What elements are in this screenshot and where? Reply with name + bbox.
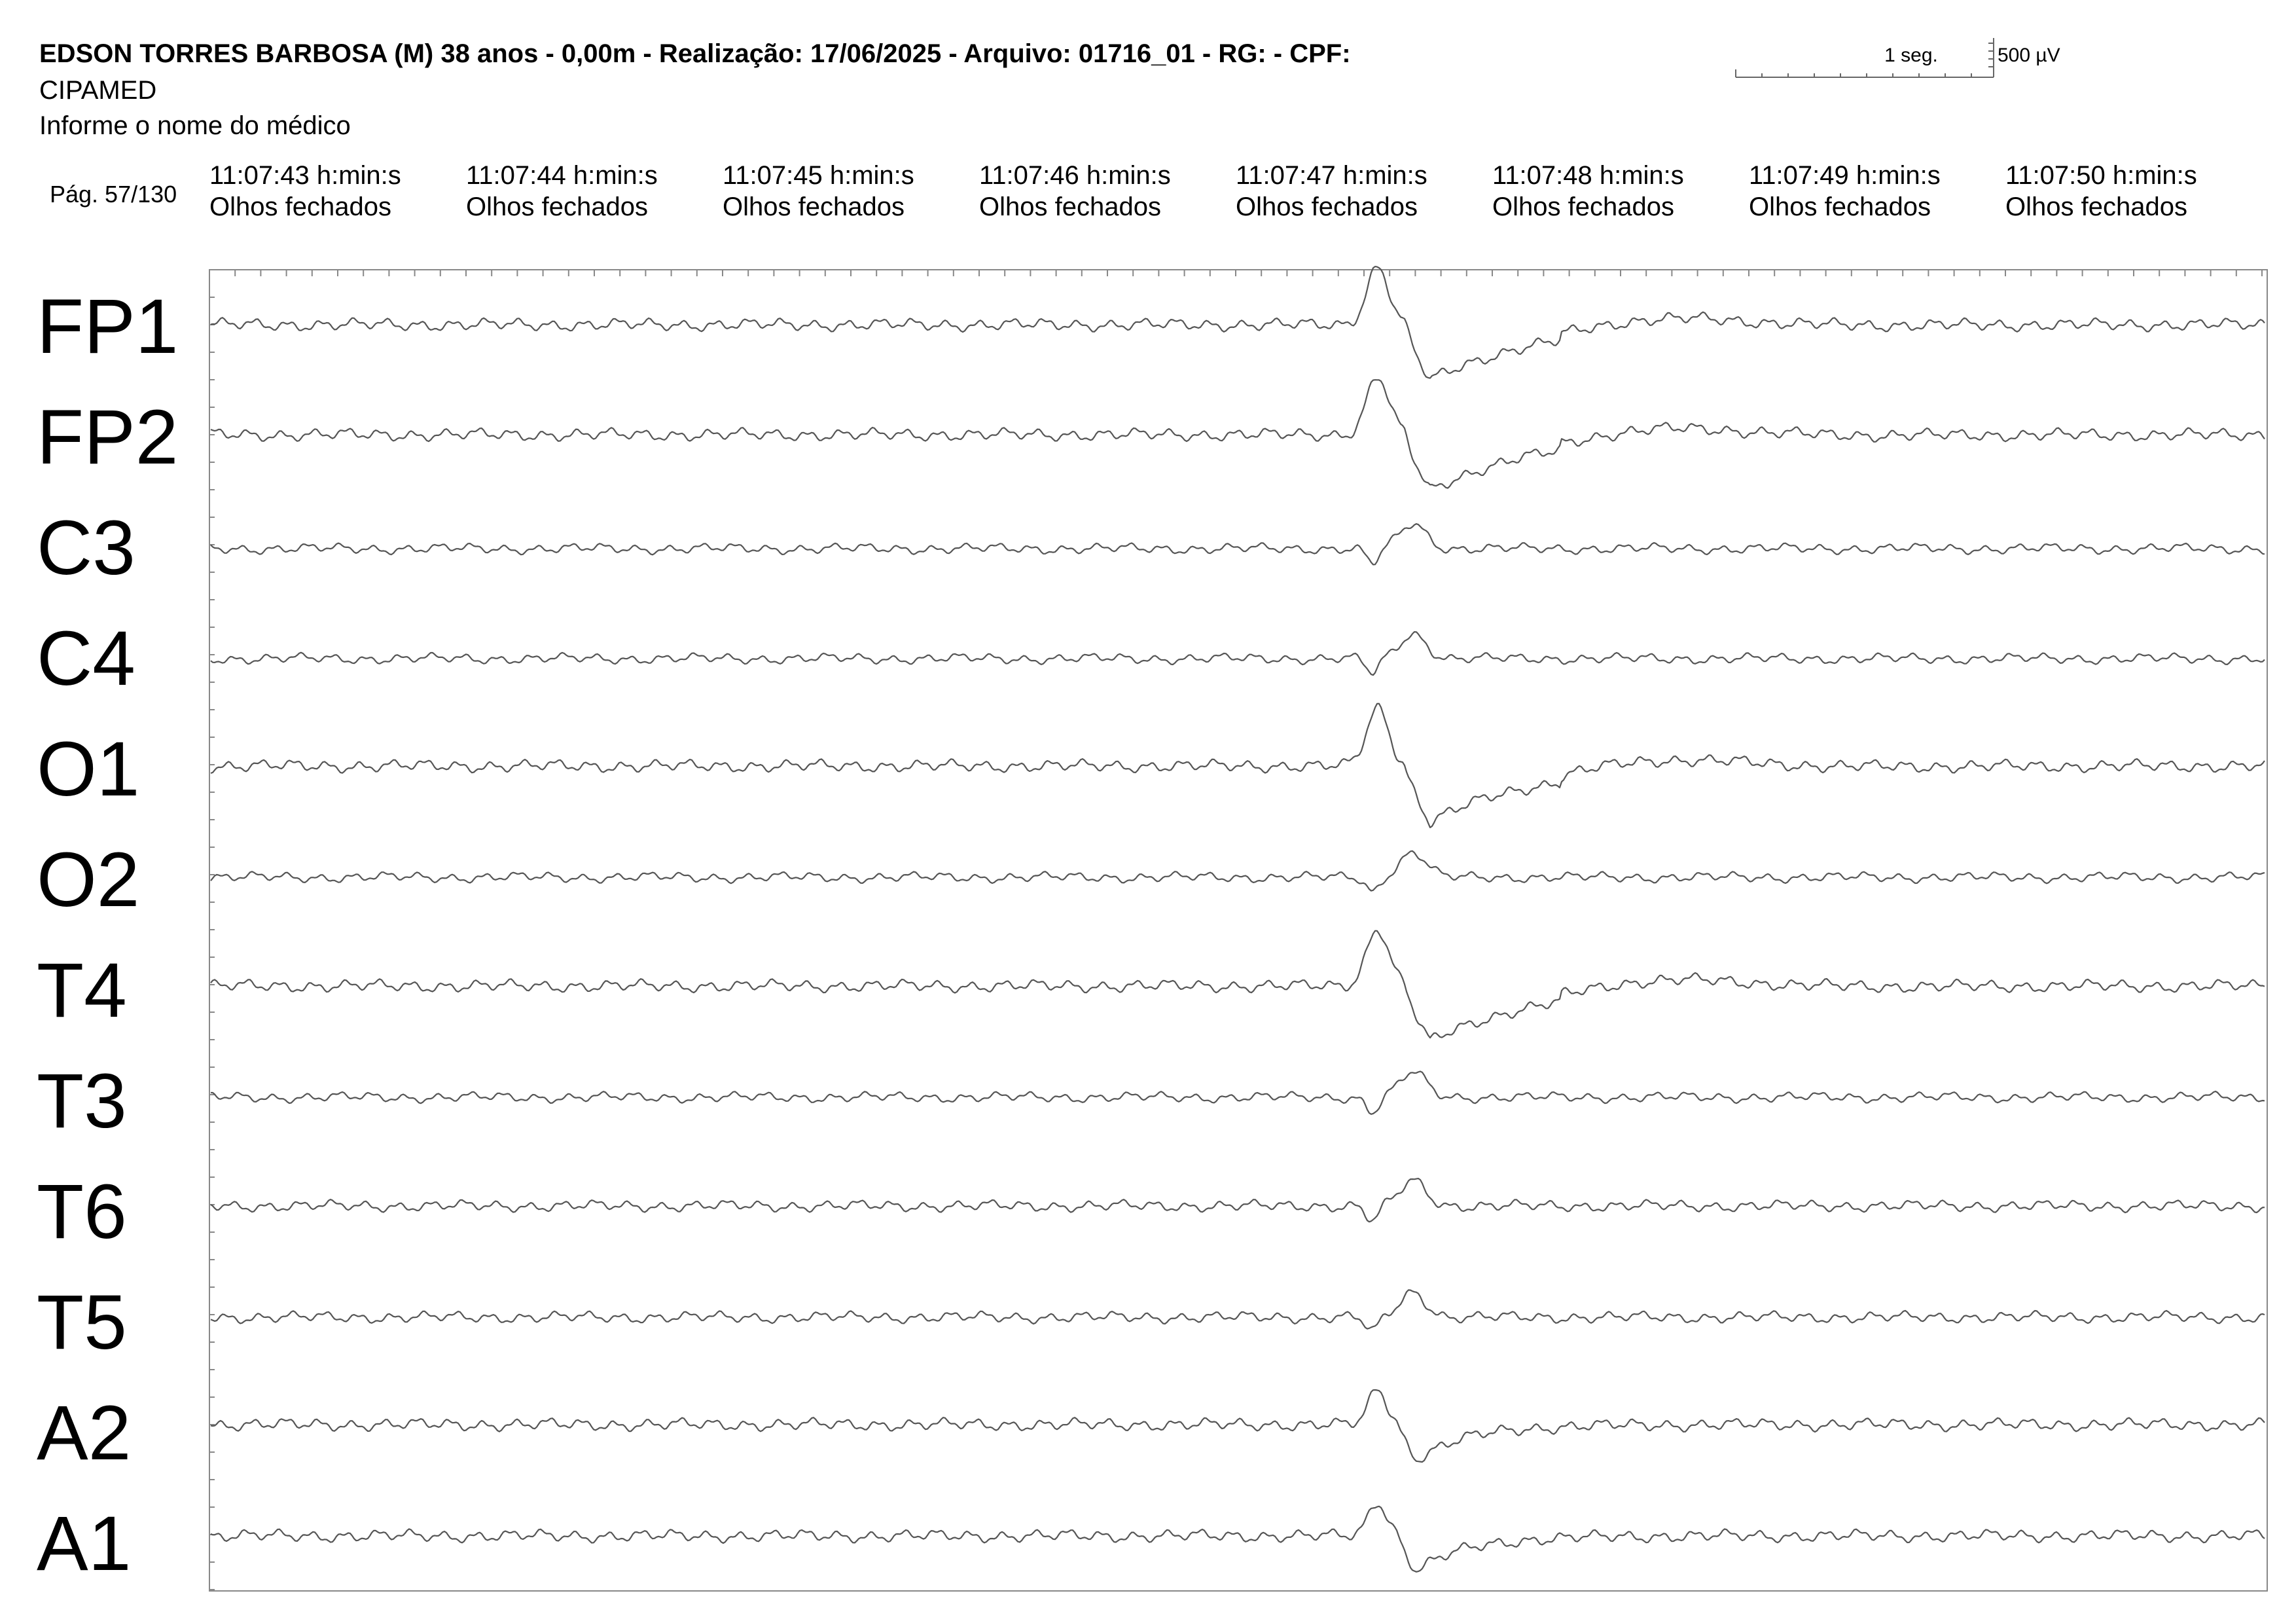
timestamp-state: Olhos fechados bbox=[1749, 192, 1931, 221]
eeg-trace-o2 bbox=[210, 850, 2265, 892]
scale-bar: 1 seg. 500 µV bbox=[1728, 37, 2094, 82]
eeg-trace-fp2 bbox=[210, 379, 2265, 489]
channel-label-fp1: FP1 bbox=[37, 283, 179, 370]
timestamp-time: 11:07:45 h:min:s bbox=[723, 161, 914, 190]
timestamp-3: 11:07:45 h:min:s Olhos fechados bbox=[723, 160, 914, 223]
timestamp-4: 11:07:46 h:min:s Olhos fechados bbox=[979, 160, 1171, 223]
eeg-trace-c3 bbox=[210, 523, 2265, 566]
eeg-trace-a1 bbox=[210, 1505, 2265, 1573]
channel-label-o2: O2 bbox=[37, 837, 140, 923]
timestamp-time: 11:07:46 h:min:s bbox=[979, 161, 1171, 190]
timestamp-state: Olhos fechados bbox=[2005, 192, 2187, 221]
timestamp-1: 11:07:43 h:min:s Olhos fechados bbox=[209, 160, 401, 223]
trace-frame bbox=[209, 269, 2268, 1592]
timestamp-6: 11:07:48 h:min:s Olhos fechados bbox=[1492, 160, 1684, 223]
timestamp-time: 11:07:43 h:min:s bbox=[209, 161, 401, 190]
timestamp-state: Olhos fechados bbox=[1236, 192, 1418, 221]
timestamp-time: 11:07:48 h:min:s bbox=[1492, 161, 1684, 190]
eeg-trace-t5 bbox=[210, 1289, 2265, 1330]
channel-label-fp2: FP2 bbox=[37, 394, 179, 481]
eeg-trace-t6 bbox=[210, 1178, 2265, 1223]
timestamp-5: 11:07:47 h:min:s Olhos fechados bbox=[1236, 160, 1427, 223]
timestamp-state: Olhos fechados bbox=[723, 192, 905, 221]
channel-label-o1: O1 bbox=[37, 726, 140, 812]
timestamp-time: 11:07:49 h:min:s bbox=[1749, 161, 1941, 190]
patient-header: EDSON TORRES BARBOSA (M) 38 anos - 0,00m… bbox=[39, 39, 1351, 68]
timestamp-time: 11:07:44 h:min:s bbox=[466, 161, 658, 190]
channel-label-c4: C4 bbox=[37, 615, 135, 702]
eeg-trace-t4 bbox=[210, 930, 2265, 1039]
eeg-trace-fp1 bbox=[210, 266, 2265, 379]
timestamp-2: 11:07:44 h:min:s Olhos fechados bbox=[466, 160, 658, 223]
scale-amplitude-label: 500 µV bbox=[1998, 45, 2060, 66]
scale-ruler-icon bbox=[1735, 38, 1994, 78]
timestamp-state: Olhos fechados bbox=[1492, 192, 1674, 221]
channel-label-t5: T5 bbox=[37, 1279, 127, 1366]
eeg-trace-o1 bbox=[210, 702, 2265, 828]
timestamp-state: Olhos fechados bbox=[209, 192, 391, 221]
channel-label-t6: T6 bbox=[37, 1169, 127, 1255]
timestamp-state: Olhos fechados bbox=[466, 192, 648, 221]
timestamp-state: Olhos fechados bbox=[979, 192, 1161, 221]
timestamp-7: 11:07:49 h:min:s Olhos fechados bbox=[1749, 160, 1941, 223]
scale-time-label: 1 seg. bbox=[1884, 45, 1938, 66]
channel-label-t3: T3 bbox=[37, 1058, 127, 1144]
eeg-trace-a2 bbox=[210, 1389, 2265, 1463]
channel-label-a2: A2 bbox=[37, 1390, 132, 1476]
clinic-name: CIPAMED bbox=[39, 76, 157, 105]
channel-label-a1: A1 bbox=[37, 1501, 132, 1587]
channel-label-c3: C3 bbox=[37, 505, 135, 591]
timestamp-8: 11:07:50 h:min:s Olhos fechados bbox=[2005, 160, 2197, 223]
channel-label-t4: T4 bbox=[37, 947, 127, 1034]
eeg-trace-t3 bbox=[211, 1070, 2265, 1115]
timestamp-time: 11:07:47 h:min:s bbox=[1236, 161, 1427, 190]
page-number: Pág. 57/130 bbox=[50, 181, 177, 208]
timestamp-time: 11:07:50 h:min:s bbox=[2005, 161, 2197, 190]
doctor-name: Informe o nome do médico bbox=[39, 111, 351, 140]
eeg-trace-c4 bbox=[210, 631, 2265, 676]
